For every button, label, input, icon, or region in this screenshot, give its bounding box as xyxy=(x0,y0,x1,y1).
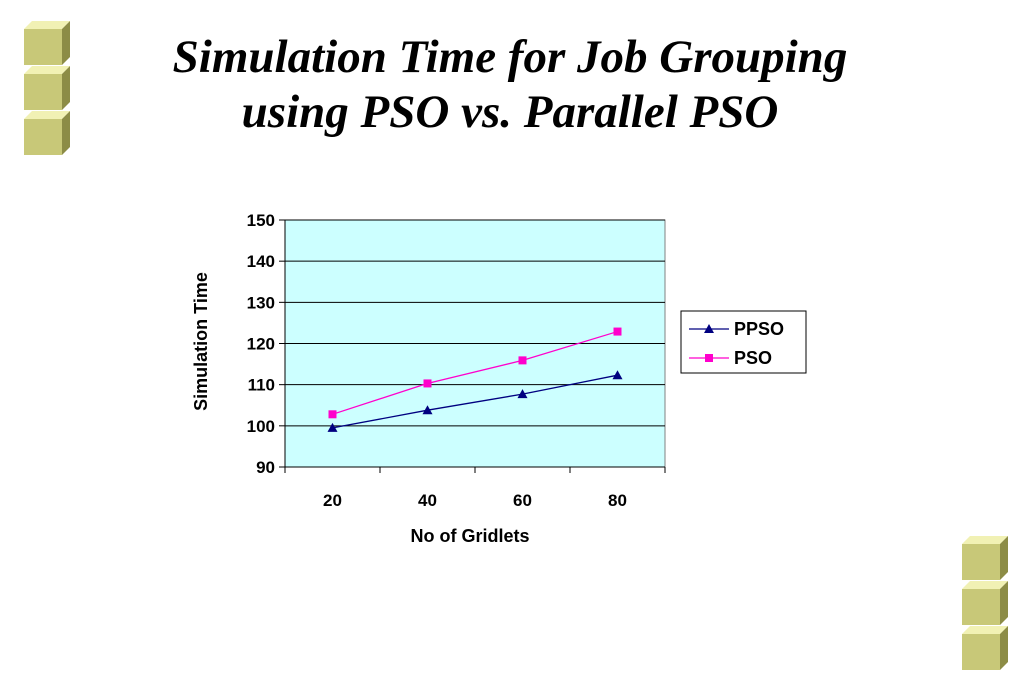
y-tick-label: 140 xyxy=(247,252,275,271)
slide-title-line-1: Simulation Time for Job Grouping xyxy=(172,31,848,83)
slide-title: Simulation Time for Job Grouping using P… xyxy=(110,30,910,140)
legend-label-pso: PSO xyxy=(734,348,772,368)
y-tick-label: 90 xyxy=(256,458,275,477)
legend-label-ppso: PPSO xyxy=(734,319,784,339)
series-line-pso xyxy=(332,330,618,415)
data-point-ppso xyxy=(327,422,338,432)
cube-bullet-icon xyxy=(24,111,70,155)
y-axis-title: Simulation Time xyxy=(191,272,211,411)
cube-bullet-icon xyxy=(24,21,70,65)
legend xyxy=(680,310,807,374)
cube-bullet-icon xyxy=(24,66,70,110)
data-point-pso xyxy=(328,410,337,419)
y-tick-label: 150 xyxy=(247,211,275,230)
data-point-ppso xyxy=(422,405,433,415)
cube-bullet-icon xyxy=(962,626,1008,670)
y-tick-label: 120 xyxy=(247,335,275,354)
x-tick-label: 60 xyxy=(513,491,532,510)
legend-marker-pso xyxy=(705,354,713,362)
cube-bullet-icon xyxy=(962,536,1008,580)
data-point-ppso xyxy=(517,389,528,399)
data-point-pso xyxy=(423,379,432,388)
y-tick-label: 110 xyxy=(248,376,275,395)
data-point-ppso xyxy=(612,370,623,380)
data-point-pso xyxy=(518,356,527,365)
x-tick-label: 40 xyxy=(418,491,437,510)
series-line-ppso xyxy=(332,374,618,429)
data-point-pso xyxy=(613,327,622,336)
y-tick-label: 100 xyxy=(247,417,275,436)
slide-title-line-2: using PSO vs. Parallel PSO xyxy=(241,86,779,138)
x-axis-title: No of Gridlets xyxy=(410,526,529,546)
legend-marker-ppso xyxy=(704,324,714,333)
x-tick-label: 80 xyxy=(608,491,627,510)
x-tick-label: 20 xyxy=(323,491,342,510)
y-tick-label: 130 xyxy=(247,293,275,312)
cube-bullet-icon xyxy=(962,581,1008,625)
